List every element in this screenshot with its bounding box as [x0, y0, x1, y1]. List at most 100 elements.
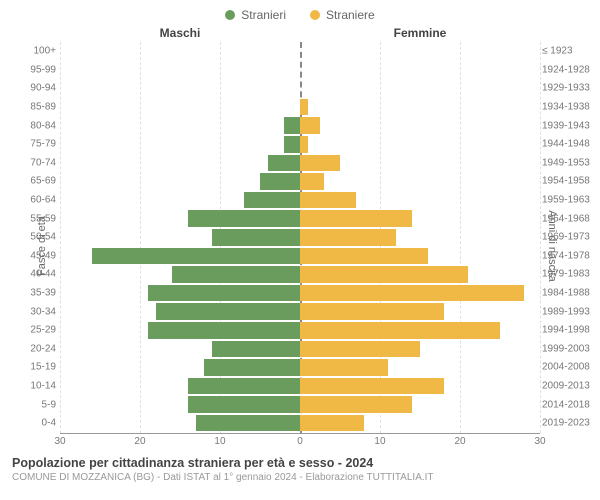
bar-male: [172, 266, 300, 283]
age-row: 85-891934-1938: [60, 98, 540, 117]
age-row: 50-541969-1973: [60, 228, 540, 247]
bar-female: [300, 248, 428, 265]
footer: Popolazione per cittadinanza straniera p…: [0, 450, 600, 483]
x-tick-label: 0: [297, 436, 303, 447]
bar-female: [300, 136, 308, 153]
male-half: [60, 135, 300, 154]
female-half: [300, 154, 540, 173]
bar-male: [156, 303, 300, 320]
female-half: [300, 395, 540, 414]
year-label: 1954-1958: [542, 176, 598, 187]
male-half: [60, 172, 300, 191]
age-label: 10-14: [2, 380, 56, 391]
female-half: [300, 209, 540, 228]
age-label: 80-84: [2, 120, 56, 131]
age-label: 70-74: [2, 157, 56, 168]
bar-male: [188, 210, 300, 227]
x-tick-label: 30: [534, 436, 545, 447]
x-tick-label: 10: [374, 436, 385, 447]
male-half: [60, 191, 300, 210]
age-label: 30-34: [2, 306, 56, 317]
male-half: [60, 116, 300, 135]
female-half: [300, 172, 540, 191]
female-half: [300, 340, 540, 359]
year-label: 1974-1978: [542, 250, 598, 261]
year-label: 1944-1948: [542, 139, 598, 150]
year-label: 2009-2013: [542, 380, 598, 391]
chart-subtitle: COMUNE DI MOZZANICA (BG) - Dati ISTAT al…: [12, 472, 588, 483]
year-label: 1989-1993: [542, 306, 598, 317]
bar-female: [300, 378, 444, 395]
year-label: ≤ 1923: [542, 46, 598, 57]
female-half: [300, 284, 540, 303]
rows-container: 100+≤ 192395-991924-192890-941929-193385…: [60, 42, 540, 433]
year-label: 1959-1963: [542, 195, 598, 206]
age-label: 0-4: [2, 418, 56, 429]
year-label: 1934-1938: [542, 102, 598, 113]
age-row: 25-291994-1998: [60, 321, 540, 340]
chart-area: Fasce di età Anni di nascita 100+≤ 19239…: [0, 42, 600, 450]
bar-male: [204, 359, 300, 376]
bar-female: [300, 229, 396, 246]
x-tick-label: 20: [134, 436, 145, 447]
male-half: [60, 228, 300, 247]
age-row: 45-491974-1978: [60, 247, 540, 266]
plot-area: 100+≤ 192395-991924-192890-941929-193385…: [60, 42, 540, 434]
age-row: 40-441979-1983: [60, 265, 540, 284]
bar-male: [212, 229, 300, 246]
age-label: 20-24: [2, 343, 56, 354]
age-label: 35-39: [2, 288, 56, 299]
male-half: [60, 42, 300, 61]
year-label: 1994-1998: [542, 325, 598, 336]
female-half: [300, 98, 540, 117]
year-label: 2014-2018: [542, 399, 598, 410]
female-half: [300, 377, 540, 396]
female-half: [300, 42, 540, 61]
male-half: [60, 209, 300, 228]
age-row: 55-591964-1968: [60, 209, 540, 228]
female-half: [300, 191, 540, 210]
bar-female: [300, 341, 420, 358]
y-axis-label-left: Fasce di età: [36, 216, 48, 276]
bar-female: [300, 415, 364, 432]
year-label: 1969-1973: [542, 232, 598, 243]
bar-male: [212, 341, 300, 358]
male-half: [60, 247, 300, 266]
year-label: 1979-1983: [542, 269, 598, 280]
female-half: [300, 414, 540, 433]
bar-female: [300, 155, 340, 172]
legend-swatch-male: [225, 10, 235, 20]
year-label: 1984-1988: [542, 288, 598, 299]
age-row: 60-641959-1963: [60, 191, 540, 210]
male-half: [60, 265, 300, 284]
bar-female: [300, 192, 356, 209]
female-half: [300, 61, 540, 80]
age-label: 15-19: [2, 362, 56, 373]
bar-male: [196, 415, 300, 432]
female-half: [300, 358, 540, 377]
bar-female: [300, 173, 324, 190]
bar-female: [300, 396, 412, 413]
age-label: 25-29: [2, 325, 56, 336]
male-half: [60, 377, 300, 396]
male-half: [60, 154, 300, 173]
bar-male: [188, 396, 300, 413]
bar-female: [300, 322, 500, 339]
x-tick-label: 10: [214, 436, 225, 447]
age-row: 20-241999-2003: [60, 340, 540, 359]
legend-item-male: Stranieri: [225, 8, 286, 22]
age-label: 50-54: [2, 232, 56, 243]
age-label: 85-89: [2, 102, 56, 113]
male-half: [60, 98, 300, 117]
age-label: 40-44: [2, 269, 56, 280]
year-label: 1929-1933: [542, 83, 598, 94]
age-row: 90-941929-1933: [60, 79, 540, 98]
legend-swatch-female: [310, 10, 320, 20]
bar-male: [268, 155, 300, 172]
female-half: [300, 265, 540, 284]
female-half: [300, 116, 540, 135]
year-label: 1999-2003: [542, 343, 598, 354]
age-row: 30-341989-1993: [60, 302, 540, 321]
age-row: 65-691954-1958: [60, 172, 540, 191]
bar-male: [148, 285, 300, 302]
